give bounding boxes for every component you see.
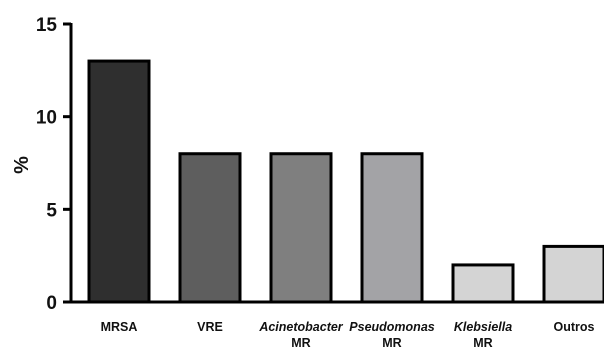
y-tick-label-2: 10 — [36, 108, 57, 129]
bar-4 — [451, 263, 515, 304]
y-tick-label-1: 5 — [46, 200, 57, 221]
bars-group — [87, 59, 604, 304]
y-tick-label-3: 15 — [36, 15, 58, 36]
y-axis-title: % — [11, 156, 33, 174]
x-tick-label-1: VRE — [197, 320, 223, 334]
x-tick-label-0: MRSA — [101, 320, 138, 334]
x-tick-label-line2-3: MR — [382, 336, 401, 348]
bar-5 — [542, 244, 604, 304]
x-labels-group: MRSA VRE Acinetobacter MR Pseudomonas MR Klebs… — [101, 320, 595, 348]
y-tick-label-0: 0 — [46, 293, 57, 314]
x-tick-label-line2-4: MR — [473, 336, 492, 348]
bar-2 — [269, 152, 333, 304]
x-tick-label-line2-2: MR — [291, 336, 310, 348]
x-tick-label-3: Pseudomonas — [349, 320, 434, 334]
x-tick-label-4: Klebsiella — [454, 320, 512, 334]
y-ticks-group: 0 5 10 15 — [36, 15, 71, 314]
x-tick-label-5: Outros — [554, 320, 595, 334]
bar-0 — [87, 59, 151, 304]
bar-1 — [178, 152, 242, 304]
bar-3 — [360, 152, 424, 304]
x-tick-label-2: Acinetobacter — [258, 320, 343, 334]
axes-group — [69, 23, 600, 304]
